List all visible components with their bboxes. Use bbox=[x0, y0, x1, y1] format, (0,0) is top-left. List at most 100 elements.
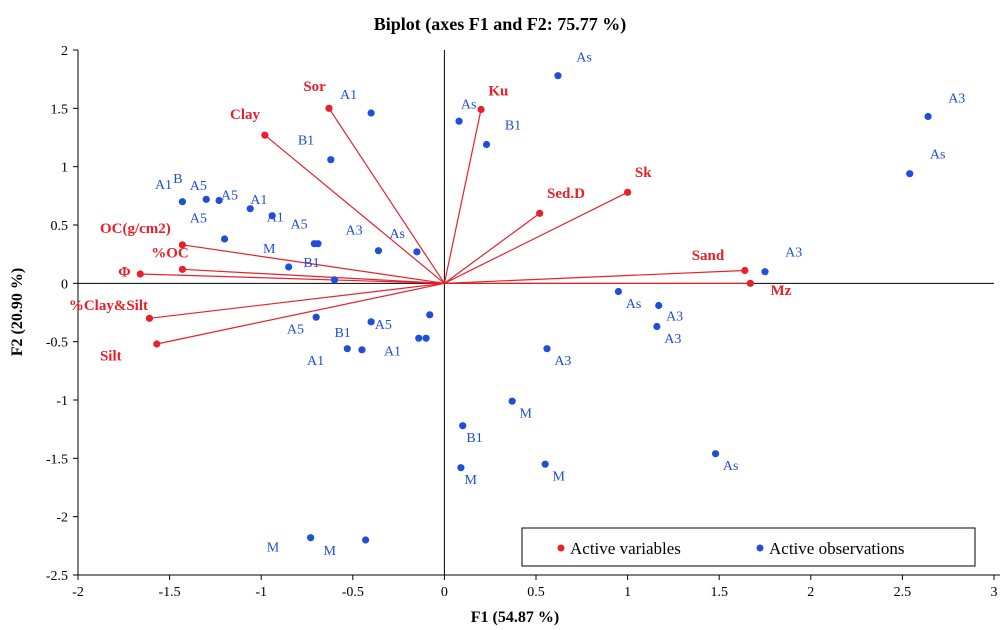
x-tick-label: 0.5 bbox=[527, 585, 545, 600]
observation-label: As bbox=[626, 297, 642, 312]
observation-point bbox=[178, 198, 187, 206]
variable-label: Φ bbox=[118, 264, 130, 280]
variable-vector bbox=[182, 268, 445, 284]
observation-label: A3 bbox=[948, 92, 965, 107]
observation-label: M bbox=[263, 242, 276, 257]
observation-label: A3 bbox=[785, 246, 802, 261]
variable-points bbox=[136, 104, 754, 348]
observation-point bbox=[268, 212, 276, 220]
observation-label: M bbox=[552, 470, 565, 485]
observation-label: A3 bbox=[345, 223, 362, 238]
variable-label: Mz bbox=[770, 283, 791, 299]
observation-label: A3 bbox=[554, 354, 571, 369]
variable-vector bbox=[264, 134, 445, 284]
y-tick-label: 1.5 bbox=[51, 102, 69, 117]
variable-label: Clay bbox=[230, 107, 261, 123]
observation-point bbox=[422, 334, 430, 342]
observation-label: A5 bbox=[375, 318, 392, 333]
observation-point bbox=[327, 156, 335, 164]
variable-label: Sk bbox=[635, 165, 652, 181]
observation-label: A1 bbox=[340, 88, 357, 103]
observation-label: A1 bbox=[155, 178, 172, 193]
variable-point bbox=[153, 340, 161, 348]
observation-label: B1 bbox=[298, 134, 314, 149]
x-tick-label: 2 bbox=[807, 585, 814, 600]
x-tick-label: 2.5 bbox=[894, 585, 912, 600]
y-ticks: 2 1.5 1 0.5 0 -0.5 -1 -1.5 -2 -2.5 bbox=[46, 44, 78, 584]
observation-label: M bbox=[267, 541, 280, 556]
observation-point bbox=[330, 276, 339, 284]
observation-label: A3 bbox=[664, 332, 681, 347]
y-tick-label: -2 bbox=[56, 511, 68, 526]
y-tick-label: 0 bbox=[61, 277, 68, 292]
variable-point bbox=[746, 279, 754, 287]
variable-vector bbox=[444, 269, 745, 284]
observation-label: A5 bbox=[190, 212, 207, 227]
observation-label: As bbox=[930, 148, 946, 163]
observation-point bbox=[358, 346, 366, 354]
legend-box bbox=[521, 527, 976, 567]
observation-point bbox=[312, 313, 320, 321]
observation-label: B1 bbox=[303, 256, 319, 271]
y-tick-label: -1.5 bbox=[46, 452, 68, 467]
legend-observations-label: Active observations bbox=[769, 539, 905, 558]
observation-point bbox=[653, 322, 661, 331]
observation-label: A1 bbox=[384, 345, 401, 360]
variable-point bbox=[624, 188, 632, 196]
observation-point bbox=[761, 268, 769, 276]
observation-point bbox=[541, 460, 549, 468]
observation-point bbox=[508, 397, 516, 405]
variable-label: %OC bbox=[151, 246, 189, 262]
plot-frame bbox=[77, 50, 1000, 576]
observation-label: A1 bbox=[307, 354, 324, 369]
x-tick-label: -2 bbox=[72, 585, 84, 600]
x-tick-label: 0 bbox=[441, 585, 448, 600]
variable-point bbox=[261, 131, 269, 139]
variable-label: Silt bbox=[100, 348, 122, 364]
variable-point bbox=[477, 105, 485, 114]
observation-point bbox=[426, 311, 434, 319]
legend-variables-marker bbox=[557, 544, 565, 552]
observation-label: B1 bbox=[466, 431, 482, 446]
x-ticks: -2 -1.5 -1 -0.5 0 0.5 1 1.5 2 2.5 3 bbox=[72, 575, 998, 600]
variable-label: Sand bbox=[692, 248, 725, 264]
observation-label: B1 bbox=[334, 326, 350, 341]
x-tick-label: 3 bbox=[991, 585, 998, 600]
observation-label: A5 bbox=[190, 179, 207, 194]
x-tick-label: -1.5 bbox=[159, 585, 181, 600]
variable-vector bbox=[149, 282, 445, 319]
observation-label: M bbox=[323, 544, 336, 559]
legend: Active variables Active observations bbox=[521, 527, 976, 567]
chart-title: Biplot (axes F1 and F2: 75.77 %) bbox=[374, 14, 627, 35]
observation-point bbox=[310, 240, 318, 248]
observation-point bbox=[543, 345, 551, 353]
variable-vector bbox=[182, 244, 445, 284]
observation-point bbox=[374, 247, 383, 255]
variable-point bbox=[325, 104, 333, 112]
legend-variables-label: Active variables bbox=[570, 539, 681, 558]
observation-point bbox=[367, 109, 375, 117]
observation-label: A5 bbox=[287, 323, 304, 338]
observation-point bbox=[362, 536, 370, 544]
observation-label: A5 bbox=[291, 218, 308, 233]
observation-label: As bbox=[576, 51, 592, 66]
observation-point bbox=[906, 170, 914, 178]
y-tick-label: 1 bbox=[61, 161, 68, 176]
observation-point bbox=[655, 301, 663, 310]
observation-point bbox=[482, 140, 491, 149]
point-labels: Sor Clay Ku Sk Sed.D OC(g/cm2) %OC Φ %Clay&Silt S… bbox=[69, 51, 965, 560]
observation-point bbox=[343, 345, 351, 353]
variable-vector bbox=[156, 282, 445, 345]
variable-vector bbox=[140, 273, 445, 284]
variable-label: Sed.D bbox=[547, 186, 585, 202]
y-tick-label: -0.5 bbox=[46, 336, 68, 351]
observation-label: B1 bbox=[505, 118, 521, 133]
variable-vector bbox=[444, 212, 541, 284]
variable-vector bbox=[328, 108, 445, 284]
observation-label: A1 bbox=[267, 211, 284, 226]
observation-point bbox=[455, 117, 463, 125]
legend-observations-marker bbox=[756, 544, 764, 552]
observation-label: M bbox=[465, 473, 478, 488]
